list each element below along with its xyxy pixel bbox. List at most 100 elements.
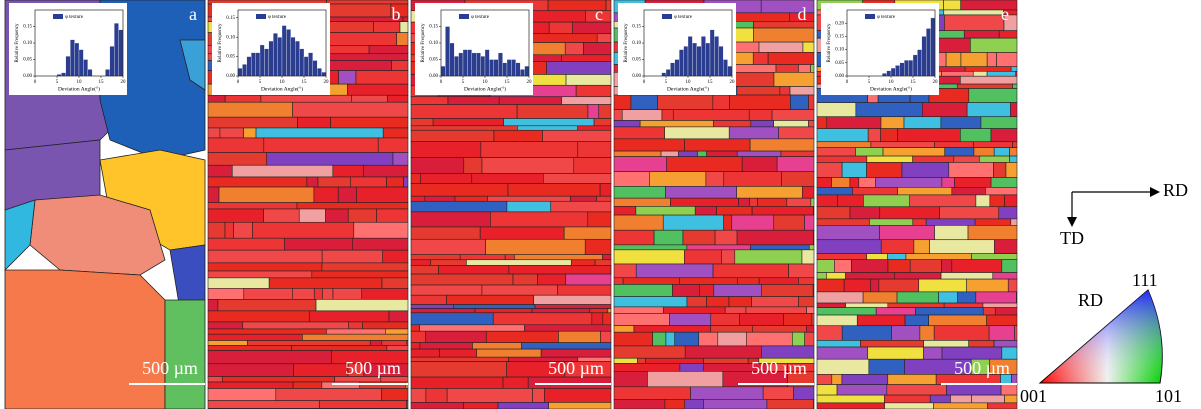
grain [739,198,750,206]
grain [871,142,935,148]
grain [595,260,611,266]
x-tick-label: 20 [933,80,939,85]
grain [804,215,814,230]
grain [965,67,1011,72]
grain [881,240,914,254]
grain [487,196,570,201]
grain [713,264,789,278]
grain [678,151,697,157]
grain [960,129,991,142]
grain [707,297,729,307]
x-tick-label: 10 [77,80,83,85]
grain [411,377,503,388]
grain [276,388,382,400]
grain [383,250,408,263]
grain [614,363,680,371]
grain [663,215,723,230]
grain [834,260,851,273]
grain [208,153,267,166]
legend-label: φ texture [471,15,490,20]
grain [1013,84,1017,88]
grain [952,187,986,195]
axis-label: TD [1060,228,1084,248]
grain [969,340,994,347]
bar [83,60,87,77]
ipf-corner: 001 [1020,386,1047,406]
grain [460,255,505,260]
y-tick-label: 0.10 [429,41,438,46]
grain [307,177,318,187]
x-tick-label: 20 [121,80,127,85]
grain [817,207,850,219]
x-axis-label: Deviation Angle(°) [261,85,303,92]
grain [735,250,802,264]
grain [910,195,976,207]
grain [905,315,929,326]
legend-swatch [662,14,672,19]
grain [411,343,420,349]
bar [900,63,904,76]
bar [485,50,489,76]
grain [538,274,566,285]
arrow-head [1067,217,1077,227]
x-tick-label: 15 [99,80,105,85]
grain [499,97,561,105]
grain [888,260,910,273]
grain [208,364,294,377]
grain [976,195,990,207]
grain [923,347,942,359]
grain [584,43,611,55]
grain [871,279,879,292]
bar [119,30,123,76]
grain [647,371,722,387]
grain [979,156,1009,162]
y-tick-label: 0.20 [835,21,844,26]
grain [222,377,334,383]
grain [411,201,507,212]
grain [614,230,654,245]
bar [520,69,524,76]
y-tick-label: 0.05 [23,58,32,63]
grain [534,295,611,304]
grain [377,209,408,222]
grain [411,325,420,331]
grain [326,209,349,222]
grain [312,271,408,278]
grain [860,340,923,347]
grain [945,148,974,156]
grain [653,332,666,346]
grain [381,388,408,400]
grain [411,313,493,325]
grain [817,395,884,403]
grain [774,215,805,230]
grain [817,308,876,315]
x-tick-label: 15 [911,80,917,85]
grain [967,279,1009,292]
grain [737,151,781,157]
x-axis-label: Deviation Angle(°) [870,85,912,92]
grain [827,117,881,129]
bar [300,49,304,76]
grain [498,402,549,409]
grain [787,198,811,206]
grain [261,95,352,102]
grain [995,308,1017,315]
grain [670,198,738,206]
bar [904,60,908,76]
grain [957,84,1012,88]
grain [737,230,814,245]
grain [759,42,803,52]
grain [411,105,517,119]
grain [752,206,813,215]
grain [832,374,842,384]
grain [411,362,507,377]
y-tick-label: 0.15 [226,16,235,21]
bar [441,66,445,76]
grain [411,309,475,313]
grain [439,265,509,274]
grain [562,55,611,62]
grain [994,240,1017,254]
grain [906,254,972,260]
grain [842,162,866,177]
grain [768,52,814,64]
